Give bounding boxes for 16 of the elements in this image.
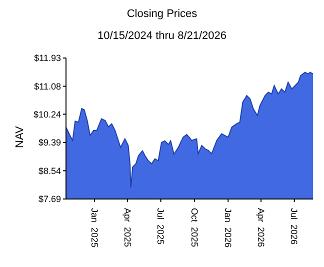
x-tick-label: Jul 2026 — [289, 208, 300, 245]
y-tick-label: $9.39 — [38, 138, 61, 148]
y-tick-label: $8.54 — [38, 166, 61, 176]
x-tick-label: Apr 2025 — [122, 208, 132, 248]
chart-subtitle: 10/15/2024 thru 8/21/2026 — [96, 30, 228, 42]
x-tick-label: Jul 2025 — [156, 208, 166, 245]
x-tick-label: Oct 2025 — [189, 208, 200, 248]
y-tick-label: $11.08 — [34, 81, 61, 92]
y-axis-title: NAV — [14, 125, 26, 148]
y-tick-label: $10.24 — [33, 109, 61, 120]
chart-title: Closing Prices — [126, 8, 198, 20]
x-tick-label: Jan 2025 — [89, 208, 100, 248]
x-tick-label: Apr 2026 — [256, 208, 266, 248]
x-tick-label: Jan 2026 — [222, 208, 233, 248]
y-tick-label: $7.69 — [38, 194, 61, 204]
y-tick-label: $11.93 — [34, 53, 61, 64]
